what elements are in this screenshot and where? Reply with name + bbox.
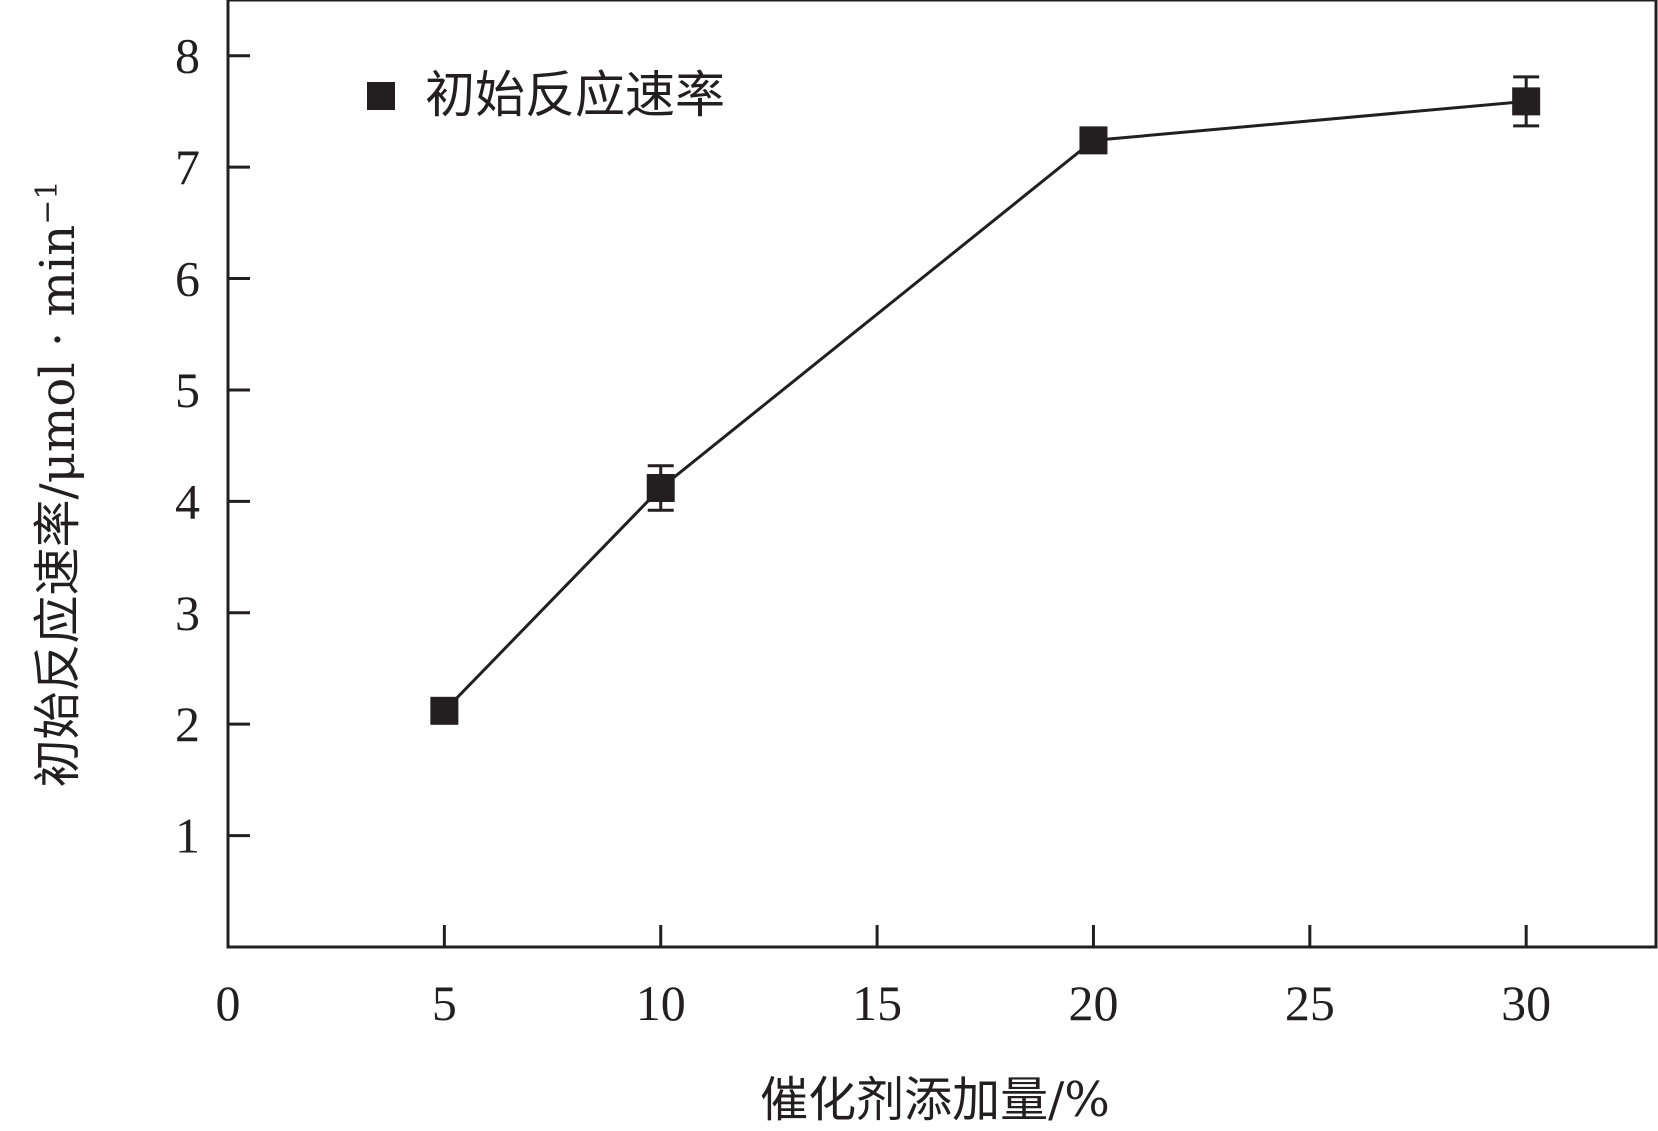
y-tick-label: 6: [175, 251, 200, 307]
y-axis-title-superscript: −1: [30, 181, 65, 225]
y-tick-label: 7: [175, 139, 200, 195]
y-axis-title: 初始反应速率/μmol · min−1: [30, 181, 87, 788]
y-tick-label: 2: [175, 696, 200, 752]
legend-marker: [367, 82, 395, 110]
legend-label: 初始反应速率: [425, 66, 725, 124]
y-tick-label: 1: [175, 808, 200, 864]
x-tick-label: 0: [216, 975, 241, 1031]
x-tick-label: 5: [432, 975, 457, 1031]
y-tick-label: 3: [175, 585, 200, 641]
series-layer: [430, 75, 1541, 725]
x-tick-label: 25: [1285, 975, 1335, 1031]
y-axis-ticks: 1 2 3 4 5 6 7 8: [175, 28, 250, 864]
x-axis-ticks: 0 5 10 15 20 25 30: [216, 925, 1551, 1031]
y-tick-label: 4: [175, 473, 200, 529]
plot-frame: [226, 0, 1658, 949]
x-tick-label: 30: [1501, 975, 1551, 1031]
data-point: [1512, 87, 1541, 116]
data-point: [1079, 126, 1108, 155]
legend: 初始反应速率: [367, 66, 725, 124]
x-axis-title: 催化剂添加量/%: [760, 1072, 1110, 1128]
x-tick-label: 10: [636, 975, 686, 1031]
x-tick-label: 15: [852, 975, 902, 1031]
series-line: [443, 99, 1527, 712]
data-point: [646, 473, 675, 502]
y-tick-label: 8: [175, 28, 200, 84]
y-axis-title-main: 初始反应速率/μmol · min: [30, 225, 86, 788]
x-tick-label: 20: [1068, 975, 1118, 1031]
y-tick-label: 5: [175, 362, 200, 418]
data-point: [430, 696, 459, 725]
